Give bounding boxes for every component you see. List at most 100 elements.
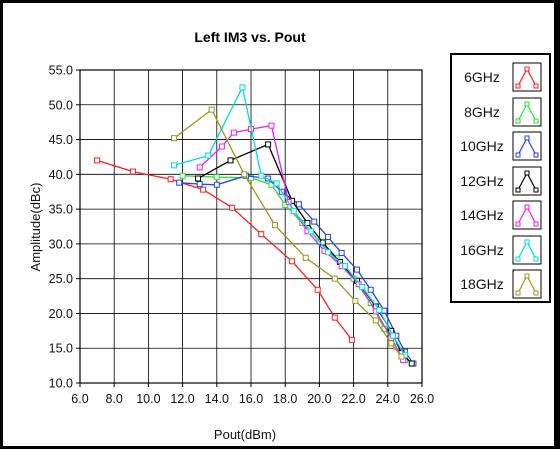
data-point bbox=[290, 208, 297, 215]
swatch-marker bbox=[515, 187, 521, 192]
legend-label: 6GHz bbox=[464, 69, 500, 85]
series-16GHz bbox=[171, 84, 408, 359]
data-point bbox=[167, 176, 174, 183]
data-point bbox=[295, 201, 302, 208]
swatch-marker bbox=[524, 204, 530, 210]
data-point bbox=[229, 204, 236, 211]
data-point bbox=[389, 332, 396, 339]
series-12GHz bbox=[194, 141, 415, 367]
legend-label: 14GHz bbox=[460, 207, 504, 223]
swatch-marker bbox=[515, 83, 521, 89]
y-tick-label: 30.0 bbox=[49, 237, 73, 251]
data-point bbox=[171, 162, 178, 169]
data-point bbox=[289, 258, 296, 265]
data-point bbox=[342, 263, 349, 270]
x-tick-label: 10.0 bbox=[136, 392, 160, 406]
swatch-marker bbox=[524, 273, 530, 279]
data-point bbox=[352, 297, 359, 304]
data-point bbox=[205, 152, 212, 159]
x-tick-label: 14.0 bbox=[205, 392, 229, 406]
y-tick-label: 25.0 bbox=[49, 272, 73, 286]
legend-swatch-icon bbox=[512, 62, 542, 92]
data-point bbox=[331, 314, 338, 321]
legend-label: 18GHz bbox=[460, 276, 504, 292]
swatch-marker bbox=[533, 221, 539, 227]
swatch-marker bbox=[533, 83, 539, 89]
swatch-marker bbox=[533, 256, 539, 261]
legend-entry: 6GHz bbox=[452, 61, 553, 93]
swatch-marker bbox=[515, 118, 521, 123]
data-point bbox=[372, 317, 379, 324]
x-tick-label: 6.0 bbox=[71, 392, 88, 406]
series-line bbox=[179, 175, 414, 364]
series-10GHz bbox=[176, 172, 417, 367]
legend-label: 12GHz bbox=[460, 172, 504, 189]
swatch-marker bbox=[515, 290, 521, 296]
y-axis-label: Amplitude(dBc) bbox=[28, 183, 43, 272]
data-point bbox=[348, 336, 355, 343]
data-point bbox=[194, 175, 201, 182]
legend-entry: 14GHz bbox=[452, 199, 553, 231]
legend-label: 8GHz bbox=[464, 103, 500, 120]
series-line bbox=[96, 159, 353, 341]
legend-entry: 12GHz bbox=[452, 165, 553, 197]
data-point bbox=[258, 231, 265, 238]
data-point bbox=[171, 135, 178, 142]
data-point bbox=[239, 84, 246, 91]
legend: 6GHz 8GHz 10GHz 12GHz 14GHz 16GHz 18GHz bbox=[450, 53, 551, 303]
chart-plot: Left IM3 vs. Pout 6.0 8.0 10.0 12.0 14.0 16.0… bbox=[28, 29, 435, 442]
series-6GHz bbox=[94, 157, 355, 343]
data-point bbox=[273, 180, 280, 187]
data-point bbox=[331, 275, 338, 282]
x-axis-label: Pout(dBm) bbox=[214, 427, 276, 442]
data-point bbox=[314, 286, 321, 293]
tick-labels: 6.0 8.0 10.0 12.0 14.0 16.0 18.0 20.0 22.0 24.0 26… bbox=[49, 64, 435, 407]
data-point bbox=[311, 218, 318, 225]
data-point bbox=[230, 129, 237, 136]
data-point bbox=[359, 284, 366, 291]
series-layer bbox=[94, 84, 417, 367]
data-point bbox=[176, 179, 183, 186]
data-point bbox=[324, 249, 331, 256]
legend-swatch-icon bbox=[512, 235, 542, 264]
grid-lines bbox=[79, 69, 423, 384]
legend-label: 16GHz bbox=[460, 241, 504, 258]
legend-swatch-icon bbox=[512, 97, 542, 126]
x-tick-label: 24.0 bbox=[376, 392, 400, 406]
plot-frame bbox=[79, 69, 423, 384]
data-point bbox=[304, 220, 311, 227]
data-point bbox=[324, 233, 331, 240]
legend-swatch-icon bbox=[512, 131, 542, 161]
x-tick-label: 26.0 bbox=[410, 392, 434, 406]
legend-entry: 18GHz bbox=[452, 268, 553, 300]
data-point bbox=[241, 171, 248, 178]
swatch-marker bbox=[515, 221, 521, 227]
swatch-marker bbox=[524, 66, 530, 72]
swatch-marker bbox=[515, 152, 521, 158]
swatch-marker bbox=[533, 290, 539, 296]
y-tick-label: 10.0 bbox=[49, 377, 73, 391]
y-tick-label: 45.0 bbox=[49, 133, 73, 147]
data-point bbox=[130, 168, 137, 175]
y-tick-label: 15.0 bbox=[49, 342, 73, 356]
swatch-marker bbox=[533, 187, 539, 192]
y-tick-label: 20.0 bbox=[49, 307, 73, 321]
x-tick-label: 18.0 bbox=[273, 392, 297, 406]
y-tick-label: 55.0 bbox=[49, 64, 73, 78]
x-tick-label: 20.0 bbox=[307, 392, 331, 406]
swatch-marker bbox=[524, 239, 530, 244]
data-point bbox=[227, 157, 234, 164]
swatch-marker bbox=[533, 118, 539, 123]
legend-swatch-icon bbox=[512, 166, 542, 195]
swatch-marker bbox=[524, 101, 530, 106]
data-point bbox=[302, 254, 309, 261]
y-tick-label: 50.0 bbox=[49, 98, 73, 112]
legend-entry: 10GHz bbox=[452, 130, 553, 162]
series-line bbox=[173, 108, 403, 357]
data-point bbox=[265, 141, 272, 148]
data-point bbox=[200, 186, 207, 193]
x-tick-label: 12.0 bbox=[170, 392, 194, 406]
data-point bbox=[258, 172, 265, 179]
legend-label: 10GHz bbox=[460, 138, 504, 154]
